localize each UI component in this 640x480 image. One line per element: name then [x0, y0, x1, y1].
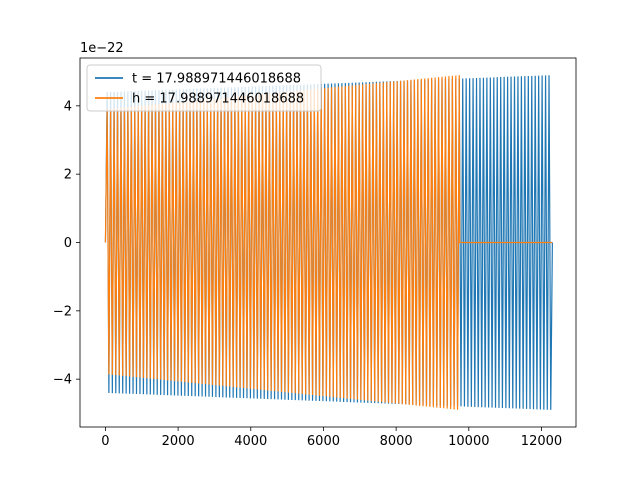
- x-tick-label: 4000: [234, 434, 267, 449]
- x-tick-label: 6000: [307, 434, 340, 449]
- y-axis: −4 −2 0 2 4: [53, 99, 80, 388]
- x-tick-label: 10000: [448, 434, 489, 449]
- y-offset-label: 1e−22: [80, 41, 124, 56]
- y-tick-label: −4: [53, 373, 72, 388]
- series-line-h: [104, 75, 553, 410]
- legend-box: [86, 64, 322, 112]
- x-tick-label: 8000: [380, 434, 413, 449]
- y-tick-label: 4: [64, 99, 72, 114]
- legend-entry: t = 17.988971446018688: [132, 72, 301, 87]
- x-tick-label: 2000: [162, 434, 195, 449]
- legend-entry: h = 17.988971446018688: [132, 92, 304, 107]
- series-layer: [104, 75, 553, 410]
- y-tick-label: 2: [64, 168, 72, 183]
- x-axis: 0 2000 4000 6000 8000 10000 12000: [101, 427, 562, 449]
- y-tick-label: 0: [64, 236, 72, 251]
- legend: t = 17.988971446018688 h = 17.98897144601…: [86, 64, 322, 112]
- y-tick-label: −2: [53, 304, 72, 319]
- x-tick-label: 12000: [521, 434, 562, 449]
- x-tick-label: 0: [101, 434, 109, 449]
